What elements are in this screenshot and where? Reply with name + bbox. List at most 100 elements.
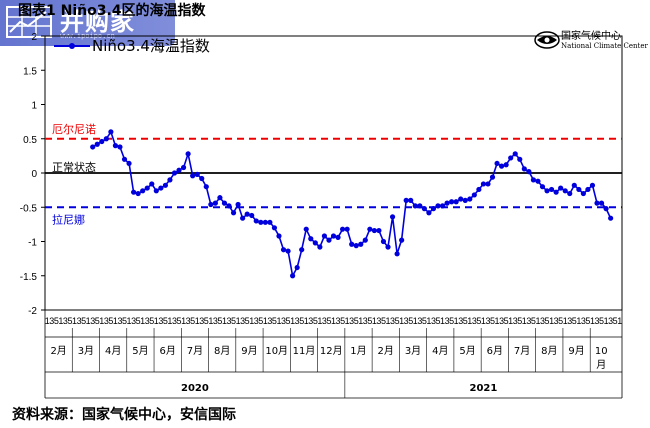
data-point bbox=[539, 184, 546, 190]
data-point bbox=[349, 241, 355, 247]
pentad-tick-label: 1 bbox=[331, 316, 336, 326]
pentad-tick-label: 3 bbox=[554, 316, 559, 326]
pentad-tick-label: 3 bbox=[390, 316, 395, 326]
pentad-tick-label: 5 bbox=[408, 316, 413, 326]
pentad-tick-label: 1 bbox=[617, 316, 622, 326]
data-point bbox=[226, 203, 232, 209]
pentad-tick-label: 5 bbox=[585, 316, 590, 326]
pentad-tick-label: 3 bbox=[417, 316, 422, 326]
pentad-tick-label: 1 bbox=[426, 316, 431, 326]
pentad-tick-label: 1 bbox=[195, 316, 200, 326]
pentad-tick-label: 1 bbox=[535, 316, 540, 326]
data-point bbox=[99, 138, 105, 145]
reference-label: 拉尼娜 bbox=[52, 212, 85, 226]
pentad-tick-label: 5 bbox=[531, 316, 536, 326]
data-point bbox=[94, 141, 100, 147]
pentad-tick-label: 1 bbox=[440, 316, 445, 326]
month-label: 7月 bbox=[514, 345, 530, 357]
data-point bbox=[103, 136, 109, 142]
month-label: 4月 bbox=[432, 345, 448, 357]
y-tick-label: 2 bbox=[31, 32, 37, 43]
data-point bbox=[299, 247, 305, 253]
pentad-tick-label: 1 bbox=[236, 316, 241, 326]
data-point bbox=[344, 226, 350, 232]
data-point bbox=[158, 185, 164, 191]
pentad-tick-label: 3 bbox=[431, 316, 436, 326]
pentad-tick-label: 5 bbox=[95, 316, 100, 326]
data-point bbox=[376, 227, 382, 234]
data-point bbox=[439, 203, 446, 209]
pentad-tick-label: 1 bbox=[317, 316, 322, 326]
month-label: 6月 bbox=[487, 345, 503, 357]
data-point bbox=[271, 225, 278, 231]
data-point bbox=[153, 188, 159, 194]
data-point bbox=[389, 214, 396, 220]
data-point bbox=[503, 162, 509, 168]
pentad-tick-label: 5 bbox=[476, 316, 481, 326]
data-point bbox=[335, 234, 341, 240]
data-point bbox=[544, 188, 550, 194]
data-point bbox=[580, 190, 586, 197]
data-point bbox=[126, 160, 132, 167]
data-point bbox=[417, 203, 423, 209]
pentad-tick-label: 3 bbox=[49, 316, 54, 326]
reference-label: 厄尔尼诺 bbox=[52, 123, 96, 136]
pentad-tick-label: 1 bbox=[263, 316, 268, 326]
y-tick-label: 1.5 bbox=[23, 66, 37, 77]
pentad-tick-label: 1 bbox=[522, 316, 527, 326]
month-label: 5月 bbox=[459, 345, 475, 357]
data-point bbox=[285, 248, 291, 254]
month-label: 3月 bbox=[405, 345, 421, 357]
data-point bbox=[171, 170, 178, 176]
pentad-tick-label: 5 bbox=[122, 316, 127, 326]
pentad-tick-label: 3 bbox=[499, 316, 504, 326]
data-point bbox=[476, 186, 482, 193]
data-point bbox=[494, 160, 500, 167]
pentad-tick-label: 5 bbox=[599, 316, 604, 326]
pentad-tick-label: 3 bbox=[240, 316, 245, 326]
data-point bbox=[276, 233, 282, 239]
data-point bbox=[408, 197, 414, 203]
legend-label: Niño3.4海温指数 bbox=[92, 37, 210, 55]
pentad-tick-label: 5 bbox=[395, 316, 400, 326]
data-point bbox=[330, 233, 337, 239]
data-point bbox=[90, 144, 96, 150]
pentad-tick-label: 3 bbox=[458, 316, 463, 326]
pentad-tick-label: 5 bbox=[272, 316, 277, 326]
data-point bbox=[403, 197, 409, 203]
pentad-tick-label: 5 bbox=[463, 316, 468, 326]
data-point bbox=[321, 233, 328, 239]
pentad-tick-label: 5 bbox=[54, 316, 59, 326]
data-point bbox=[262, 219, 268, 225]
pentad-tick-label: 5 bbox=[354, 316, 359, 326]
data-point bbox=[185, 151, 191, 157]
pentad-tick-label: 3 bbox=[363, 316, 368, 326]
data-point bbox=[380, 238, 387, 245]
watermark-chart-icon bbox=[6, 6, 52, 38]
pentad-tick-label: 1 bbox=[399, 316, 404, 326]
pentad-tick-label: 5 bbox=[136, 316, 141, 326]
pentad-tick-label: 1 bbox=[222, 316, 227, 326]
data-point bbox=[449, 199, 455, 205]
data-point bbox=[353, 243, 359, 249]
month-label: 2月 bbox=[378, 345, 394, 357]
pentad-tick-label: 3 bbox=[308, 316, 313, 326]
pentad-tick-label: 3 bbox=[513, 316, 518, 326]
pentad-tick-label: 1 bbox=[45, 316, 50, 326]
month-label: 2月 bbox=[50, 345, 66, 357]
data-point bbox=[108, 129, 114, 135]
data-point bbox=[553, 189, 559, 195]
y-tick-label: -2 bbox=[28, 306, 37, 317]
data-point bbox=[603, 206, 609, 212]
source-note: 资料来源：国家气候中心，安信国际 bbox=[12, 407, 236, 423]
pentad-tick-label: 3 bbox=[336, 316, 341, 326]
y-tick-label: 0.5 bbox=[23, 135, 37, 146]
pentad-tick-label: 1 bbox=[590, 316, 595, 326]
data-point bbox=[362, 237, 368, 243]
pentad-tick-label: 5 bbox=[231, 316, 236, 326]
pentad-tick-label: 5 bbox=[422, 316, 427, 326]
data-point bbox=[512, 151, 518, 157]
data-point bbox=[312, 240, 318, 246]
pentad-tick-label: 1 bbox=[304, 316, 309, 326]
data-point bbox=[190, 173, 196, 179]
